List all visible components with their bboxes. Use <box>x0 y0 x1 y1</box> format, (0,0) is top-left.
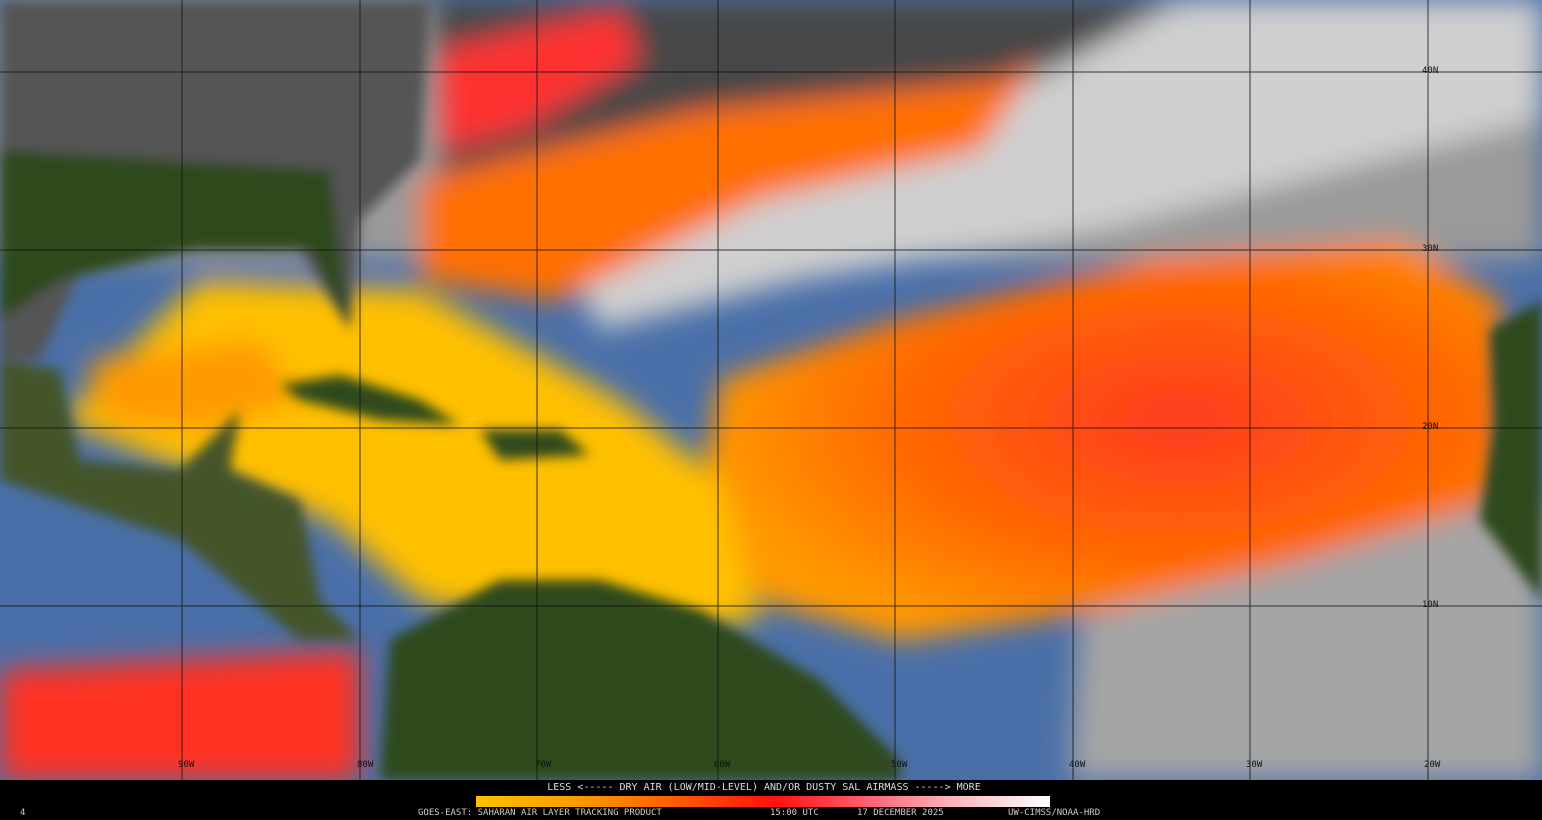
land-south-america <box>380 580 900 780</box>
cloud-southeast <box>1070 500 1542 780</box>
footer-credit: UW-CIMSS/NOAA-HRD <box>1008 808 1101 818</box>
footer-date: 17 DECEMBER 2025 <box>857 808 944 818</box>
lat-lon-grid <box>0 0 1542 780</box>
sal-north <box>420 60 1040 300</box>
land-mexico <box>0 360 360 640</box>
sal-northwest <box>440 10 640 150</box>
footer-time: 15:00 UTC <box>770 808 819 818</box>
lon-label: 80W <box>357 760 374 770</box>
cloud-band <box>560 0 1542 330</box>
lat-label: 10N <box>1422 600 1439 610</box>
sal-gulf <box>90 340 300 430</box>
lat-label: 20N <box>1422 422 1439 432</box>
lat-label: 40N <box>1422 66 1439 76</box>
land-cuba <box>280 375 460 425</box>
satellite-map <box>0 0 1542 780</box>
sal-pacific <box>0 650 360 780</box>
color-scale-bar <box>476 796 1050 807</box>
product-title: SAHARAN AIR LAYER TRACKING PRODUCT <box>477 808 662 818</box>
lon-label: 70W <box>535 760 552 770</box>
lon-label: 60W <box>714 760 731 770</box>
land-us-south <box>0 150 350 330</box>
legend-title: LESS <----- DRY AIR (LOW/MID-LEVEL) AND/… <box>547 782 981 793</box>
lon-label: 20W <box>1424 760 1441 770</box>
land-africa <box>1480 300 1542 600</box>
satellite-name: GOES-EAST <box>418 808 467 818</box>
frame-marker: 4 <box>20 808 26 818</box>
sal-main <box>700 240 1500 640</box>
lon-label: 30W <box>1246 760 1263 770</box>
land-hispaniola <box>480 430 590 460</box>
footer-satellite: GOES-EAST: SAHARAN AIR LAYER TRACKING PR… <box>418 808 662 818</box>
lon-label: 40W <box>1069 760 1086 770</box>
lat-label: 30N <box>1422 244 1439 254</box>
lon-label: 90W <box>178 760 195 770</box>
lon-label: 50W <box>891 760 908 770</box>
